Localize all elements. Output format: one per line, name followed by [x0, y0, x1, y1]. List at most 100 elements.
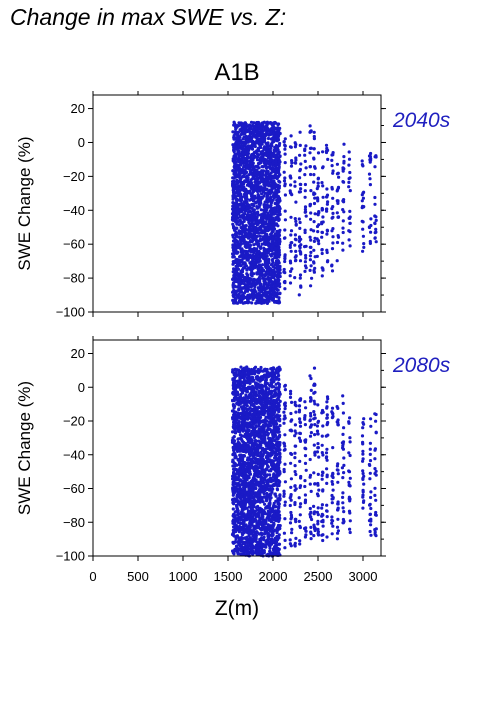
data-point: [269, 131, 273, 135]
data-point: [303, 153, 307, 157]
data-point: [260, 295, 264, 299]
data-point: [247, 220, 251, 224]
data-point: [232, 150, 236, 154]
data-point: [308, 151, 312, 155]
y-tick-label: −80: [63, 271, 85, 286]
data-point: [252, 128, 256, 132]
data-point: [232, 267, 236, 271]
data-point: [298, 143, 302, 147]
data-point: [267, 543, 271, 547]
data-point: [342, 180, 346, 184]
data-point: [258, 144, 262, 148]
data-point: [348, 176, 352, 180]
data-point: [238, 453, 242, 457]
data-point: [309, 146, 313, 150]
data-point: [320, 206, 324, 211]
data-point: [289, 215, 293, 219]
data-point: [255, 206, 259, 210]
data-point: [255, 253, 260, 257]
data-point: [232, 288, 236, 292]
data-point: [239, 186, 244, 190]
data-point: [308, 165, 312, 169]
data-point: [258, 537, 262, 541]
data-point: [293, 233, 297, 237]
data-point: [271, 216, 275, 220]
data-point: [242, 159, 246, 163]
data-point: [258, 197, 262, 201]
data-point: [320, 251, 324, 256]
data-point: [264, 141, 268, 145]
data-point: [347, 238, 351, 242]
data-point: [278, 180, 282, 184]
data-point: [241, 225, 245, 229]
data-point: [244, 194, 248, 198]
data-point: [268, 149, 272, 153]
data-point: [231, 159, 235, 163]
data-point: [289, 249, 293, 253]
data-point: [309, 264, 313, 268]
data-point: [274, 382, 278, 386]
data-point: [273, 173, 277, 177]
data-point: [312, 156, 316, 160]
data-point: [236, 184, 240, 188]
data-point: [265, 145, 269, 149]
data-point: [232, 534, 237, 538]
data-point: [254, 237, 258, 241]
y-tick-label: −40: [63, 203, 85, 218]
y-tick-label: −100: [56, 305, 85, 320]
data-point: [241, 293, 245, 297]
data-point: [298, 190, 302, 194]
data-point: [277, 250, 281, 254]
data-point: [250, 532, 254, 536]
data-point: [325, 187, 329, 191]
data-point: [308, 130, 312, 134]
data-point: [341, 241, 345, 245]
data-point: [263, 134, 267, 138]
data-point: [259, 496, 263, 500]
data-point: [275, 229, 279, 234]
data-point: [269, 263, 274, 267]
data-point: [335, 189, 339, 193]
data-point: [249, 156, 253, 160]
data-point: [321, 268, 325, 272]
data-point: [246, 232, 250, 236]
data-point: [244, 197, 248, 201]
data-point: [277, 165, 281, 169]
data-point: [264, 152, 269, 157]
data-point: [235, 392, 240, 396]
data-point: [267, 214, 271, 218]
data-point: [312, 270, 316, 274]
data-point: [282, 267, 286, 272]
data-point: [263, 390, 267, 394]
data-point: [233, 232, 237, 236]
data-point: [264, 241, 268, 246]
data-point: [274, 386, 278, 390]
data-point: [331, 153, 335, 157]
data-point: [297, 293, 301, 297]
data-point: [275, 205, 279, 209]
data-point: [269, 206, 273, 210]
data-point: [231, 181, 235, 186]
data-point: [274, 126, 278, 130]
data-point: [272, 149, 276, 153]
data-point: [290, 267, 294, 271]
data-point: [258, 181, 262, 185]
data-point: [276, 168, 280, 172]
data-point: [250, 147, 255, 151]
data-point: [267, 199, 271, 203]
data-point: [267, 249, 271, 253]
period-label: 2040s: [392, 109, 451, 132]
data-point: [277, 239, 281, 243]
data-point: [293, 243, 297, 247]
data-point: [244, 224, 248, 228]
data-point: [255, 136, 259, 140]
data-point: [250, 291, 255, 295]
data-point: [299, 243, 303, 247]
data-point: [232, 207, 236, 211]
data-point: [236, 280, 240, 284]
data-point: [265, 169, 269, 173]
data-point: [241, 214, 245, 218]
data-point: [342, 159, 346, 163]
data-point: [342, 210, 346, 214]
